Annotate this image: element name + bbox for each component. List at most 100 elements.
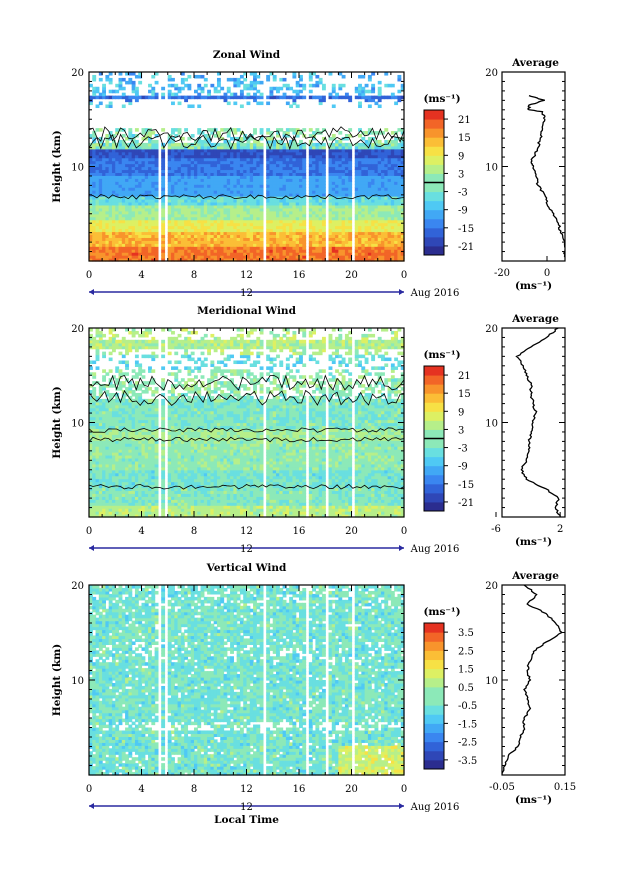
heatmap-cell xyxy=(243,246,248,250)
heatmap-cell xyxy=(151,154,156,159)
heatmap-cell xyxy=(216,169,221,173)
colorbar-segment xyxy=(424,155,444,165)
heatmap-cell xyxy=(230,92,234,97)
heatmap-cell xyxy=(105,213,110,218)
heatmap-cell xyxy=(315,258,320,262)
heatmap-cell xyxy=(354,240,359,244)
heatmap-cell xyxy=(239,213,244,218)
heatmap-cell xyxy=(249,151,254,156)
heatmap-cell xyxy=(335,258,339,262)
heatmap-cell xyxy=(266,187,271,191)
heatmap-cell xyxy=(315,157,320,162)
heatmap-cell xyxy=(226,134,231,138)
heatmap-cell xyxy=(167,234,172,238)
heatmap-cell xyxy=(374,148,379,153)
heatmap-cell xyxy=(184,196,189,200)
heatmap-cell xyxy=(95,198,100,203)
heatmap-cell xyxy=(200,139,205,144)
heatmap-cell xyxy=(190,166,195,171)
heatmap-cell xyxy=(190,172,195,176)
heatmap-cell xyxy=(239,240,244,244)
heatmap-cell xyxy=(354,225,359,230)
heatmap-cell xyxy=(302,83,307,88)
heatmap-cell xyxy=(200,145,205,150)
heatmap-cell xyxy=(118,231,123,236)
heatmap-cell xyxy=(279,172,284,176)
heatmap-cell xyxy=(210,172,215,176)
heatmap-cell xyxy=(197,216,202,221)
heatmap-cell xyxy=(289,86,294,91)
heatmap-cell xyxy=(121,234,126,238)
heatmap-cell xyxy=(121,201,126,206)
heatmap-cell xyxy=(134,154,139,159)
heatmap-cell xyxy=(374,204,379,209)
heatmap-cell xyxy=(128,169,133,173)
heatmap-cell xyxy=(141,154,146,159)
heatmap-cell xyxy=(279,210,284,215)
heatmap-cell xyxy=(148,204,152,209)
heatmap-cell xyxy=(141,243,146,247)
heatmap-cell xyxy=(312,222,317,227)
heatmap-cell xyxy=(315,219,320,224)
heatmap-cell xyxy=(92,131,97,135)
heatmap-cell xyxy=(194,151,198,156)
heatmap-cell xyxy=(289,154,294,159)
heatmap-cell xyxy=(233,213,238,218)
heatmap-cell xyxy=(134,89,139,94)
heatmap-cell xyxy=(148,228,152,233)
heatmap-cell xyxy=(174,166,179,171)
heatmap-cell xyxy=(295,175,300,179)
heatmap-cell xyxy=(128,77,133,82)
heatmap-cell xyxy=(128,178,133,182)
heatmap-cell xyxy=(239,181,244,185)
heatmap-cell xyxy=(230,240,234,244)
heatmap-cell xyxy=(371,190,376,194)
heatmap-cell xyxy=(344,240,349,244)
heatmap-cell xyxy=(197,198,202,203)
heatmap-cell xyxy=(174,175,179,179)
heatmap-cell xyxy=(348,95,353,100)
y-tick-label: 10 xyxy=(71,163,84,174)
heatmap-cell xyxy=(194,243,198,247)
heatmap-cell xyxy=(177,142,182,147)
heatmap-cell xyxy=(210,240,215,244)
heatmap-cell xyxy=(318,204,323,209)
heatmap-cell xyxy=(200,181,205,185)
heatmap-cell xyxy=(276,131,280,135)
heatmap-cell xyxy=(315,151,320,156)
heatmap-cell xyxy=(348,169,353,173)
heatmap-cell xyxy=(171,201,175,206)
heatmap-cell xyxy=(216,193,221,197)
heatmap-cell xyxy=(125,213,129,218)
heatmap-cell xyxy=(92,157,97,162)
heatmap-cell xyxy=(226,207,231,212)
heatmap-cell xyxy=(197,219,202,224)
heatmap-cell xyxy=(282,145,287,150)
heatmap-cell xyxy=(308,169,313,173)
heatmap-cell xyxy=(295,154,300,159)
heatmap-cell xyxy=(318,166,323,171)
heatmap-cell xyxy=(226,219,231,224)
heatmap-cell xyxy=(207,95,212,100)
heatmap-cell xyxy=(341,172,346,176)
heatmap-cell xyxy=(331,190,336,194)
heatmap-cell xyxy=(328,142,333,147)
heatmap-cell xyxy=(246,243,251,247)
heatmap-cell xyxy=(341,166,346,171)
heatmap-cell xyxy=(134,184,139,188)
heatmap-cell xyxy=(269,178,274,182)
heatmap-cell xyxy=(210,225,215,230)
heatmap-cell xyxy=(272,86,277,91)
heatmap-cell xyxy=(121,92,126,97)
heatmap-cell xyxy=(213,246,218,250)
heatmap-cell xyxy=(144,181,149,185)
heatmap-cell xyxy=(115,219,120,224)
heatmap-cell xyxy=(128,201,133,206)
heatmap-cell xyxy=(125,169,129,173)
heatmap-cell xyxy=(134,169,139,173)
heatmap-cell xyxy=(203,222,208,227)
heatmap-cell xyxy=(190,225,195,230)
heatmap-cell xyxy=(108,72,113,76)
heatmap-cell xyxy=(187,151,192,156)
heatmap-cell xyxy=(344,213,349,218)
